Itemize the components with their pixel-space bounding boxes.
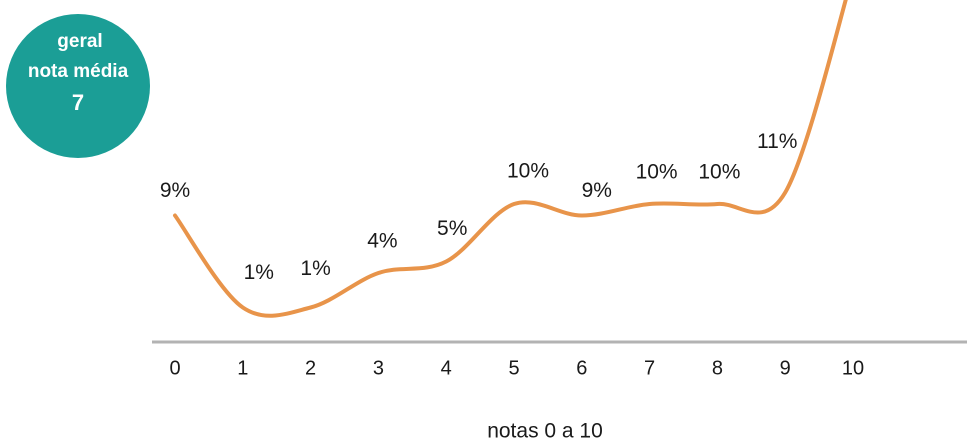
badge-circle	[6, 14, 150, 158]
x-tick-label: 3	[373, 357, 384, 379]
x-tick-label: 1	[237, 357, 248, 379]
data-label: 9%	[160, 179, 190, 202]
x-tick-label: 2	[305, 357, 316, 379]
x-tick-label: 6	[576, 357, 587, 379]
x-tick-label: 10	[842, 357, 864, 379]
data-label: 9%	[582, 179, 612, 202]
x-tick-label: 9	[780, 357, 791, 379]
x-axis-title: notas 0 a 10	[487, 420, 603, 443]
line	[173, 0, 848, 318]
badge-line: geral	[57, 31, 102, 52]
badge-line: nota média	[28, 61, 129, 82]
data-label: 1%	[300, 257, 330, 280]
data-label: 10%	[698, 161, 740, 184]
x-tick-label: 5	[508, 357, 519, 379]
data-label: 10%	[507, 160, 549, 183]
data-label: 1%	[244, 261, 274, 284]
data-label: 5%	[437, 217, 467, 240]
badge-line: 7	[72, 90, 84, 115]
x-tick-label: 7	[644, 357, 655, 379]
data-label: 4%	[367, 230, 397, 253]
data-label: 11%	[757, 130, 797, 153]
data-label: 10%	[636, 161, 678, 184]
x-tick-label: 4	[441, 357, 452, 379]
x-tick-label: 8	[712, 357, 723, 379]
x-tick-label: 0	[169, 357, 180, 379]
